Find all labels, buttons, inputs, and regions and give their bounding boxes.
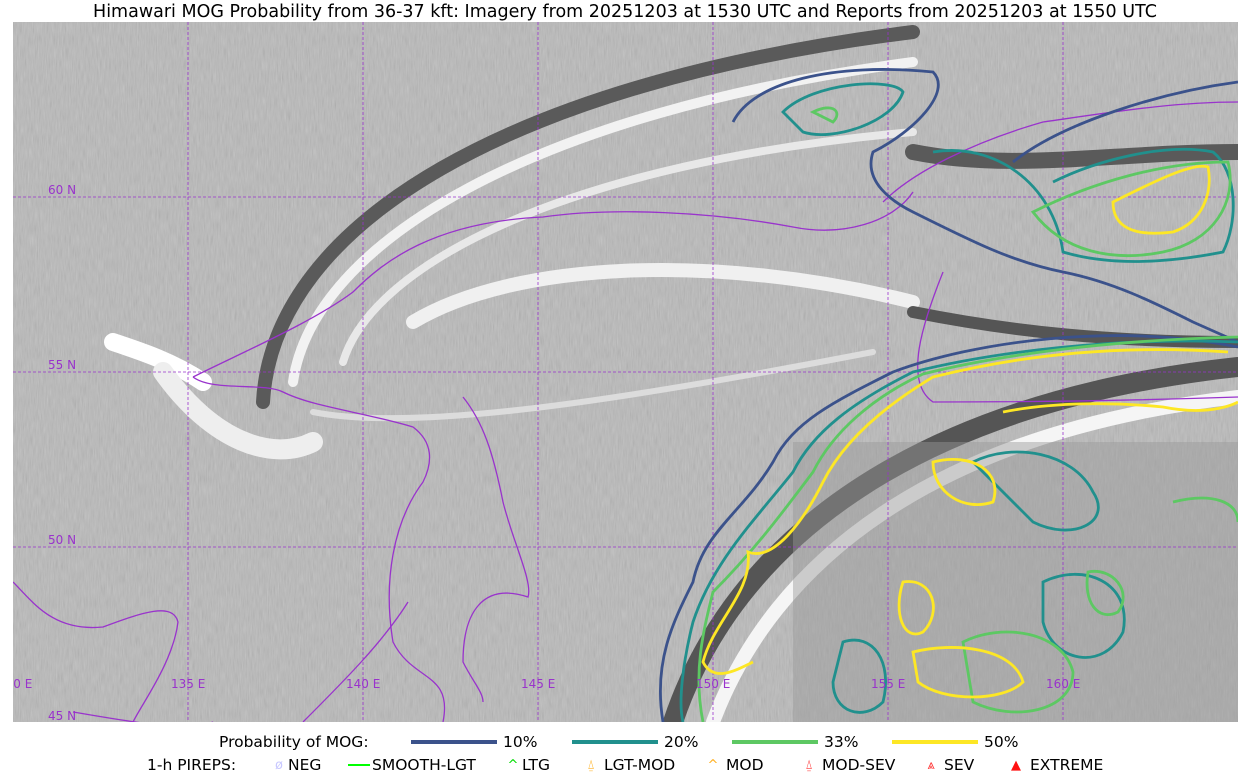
legend-item-20pct: 20% bbox=[572, 733, 698, 751]
legend-label: NEG bbox=[288, 756, 322, 774]
pireps-legend-title: 1-h PIREPS: bbox=[147, 756, 237, 774]
legend-item-50pct: 50% bbox=[892, 733, 1018, 751]
probability-legend-title: Probability of MOG: bbox=[219, 733, 369, 751]
contour-33pct bbox=[697, 106, 1238, 722]
lat-label-50n: 50 N bbox=[48, 533, 77, 547]
legend-label: 10% bbox=[503, 733, 538, 751]
legend-label: 33% bbox=[824, 733, 859, 751]
legend-item-ltg: ^ LTG bbox=[506, 756, 550, 774]
swatch-20pct bbox=[572, 740, 658, 744]
caret-icon: ^ bbox=[507, 757, 519, 773]
double-caret-bar-icon: ⍙ bbox=[805, 757, 813, 773]
lat-label-60n: 60 N bbox=[48, 183, 77, 197]
probability-legend: Probability of MOG: 10% 20% 33% 50% bbox=[0, 733, 1250, 753]
legend-label: 20% bbox=[664, 733, 699, 751]
cloud-bands bbox=[104, 25, 1238, 722]
lon-label-130e: 130 E bbox=[13, 677, 33, 691]
legend-label: EXTREME bbox=[1030, 756, 1104, 774]
legend-item-sev: ⩓ SEV bbox=[920, 756, 974, 774]
caret-bar-icon: ⍙ bbox=[587, 757, 595, 773]
lat-lon-grid bbox=[13, 22, 1238, 722]
legend-item-mod-sev: ⍙ MOD-SEV bbox=[798, 756, 895, 774]
lat-label-45n: 45 N bbox=[48, 709, 77, 722]
smooth-line-icon bbox=[348, 764, 370, 766]
filled-triangle-icon: ▲ bbox=[1011, 757, 1021, 773]
contour-50pct bbox=[701, 164, 1238, 699]
legend-label: MOD-SEV bbox=[822, 756, 896, 774]
chart-title: Himawari MOG Probability from 36-37 kft:… bbox=[93, 2, 1157, 22]
swatch-33pct bbox=[732, 740, 818, 744]
legend-item-mod: ^ MOD bbox=[702, 756, 764, 774]
lon-label-150e: 150 E bbox=[696, 677, 731, 691]
legend-label: SMOOTH-LGT bbox=[372, 756, 476, 774]
legend-item-10pct: 10% bbox=[411, 733, 537, 751]
legend-item-33pct: 33% bbox=[732, 733, 858, 751]
lon-label-145e: 145 E bbox=[521, 677, 556, 691]
double-caret-icon: ⩓ bbox=[927, 757, 935, 773]
lon-label-135e: 135 E bbox=[171, 677, 206, 691]
legend-label: 50% bbox=[984, 733, 1019, 751]
lat-label-55n: 55 N bbox=[48, 358, 77, 372]
contour-10pct bbox=[659, 68, 1238, 722]
legend-item-smooth-lgt: SMOOTH-LGT bbox=[348, 756, 476, 774]
legend-item-extreme: ▲ EXTREME bbox=[1004, 756, 1103, 774]
lon-label-160e: 160 E bbox=[1046, 677, 1081, 691]
legend-label: LTG bbox=[522, 756, 550, 774]
lon-label-140e: 140 E bbox=[346, 677, 381, 691]
neg-circle-slash-icon: ø bbox=[275, 757, 283, 773]
lon-label-155e: 155 E bbox=[871, 677, 906, 691]
caret-icon: ^ bbox=[707, 757, 719, 773]
legend-label: MOD bbox=[726, 756, 764, 774]
swatch-10pct bbox=[411, 740, 497, 744]
satellite-map: 60 N 55 N 50 N 45 N 130 E 135 E 140 E 14… bbox=[13, 22, 1238, 722]
legend-label: LGT-MOD bbox=[604, 756, 676, 774]
legend-item-lgt-mod: ⍙ LGT-MOD bbox=[580, 756, 675, 774]
legend-label: SEV bbox=[944, 756, 975, 774]
map-layers bbox=[13, 22, 1238, 722]
legend-item-neg: ø NEG bbox=[272, 756, 321, 774]
swatch-50pct bbox=[892, 740, 978, 744]
pireps-legend: 1-h PIREPS: ø NEG SMOOTH-LGT ^ LTG ⍙ LGT-MO… bbox=[0, 756, 1250, 776]
coastlines bbox=[13, 101, 1238, 722]
